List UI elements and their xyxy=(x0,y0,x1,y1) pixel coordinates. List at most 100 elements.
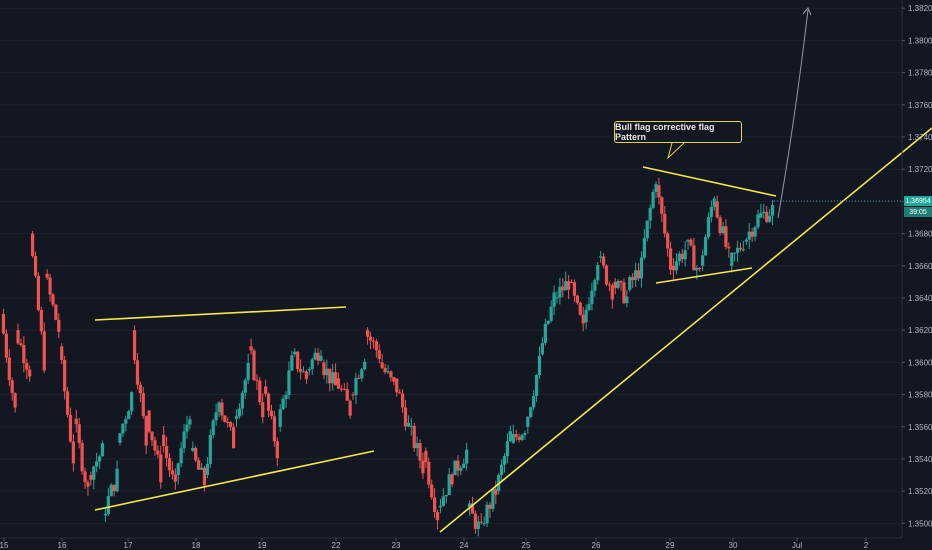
candle-body xyxy=(450,474,454,485)
candle-body xyxy=(593,280,597,291)
pattern-annotation[interactable]: Bull flag corrective flag Pattern xyxy=(614,121,742,143)
candle-body xyxy=(430,484,434,498)
y-tick-label: 1.35400 xyxy=(908,455,932,464)
candle-body xyxy=(299,368,303,372)
candle-body xyxy=(249,346,253,351)
candle-body xyxy=(51,294,55,305)
candle-body xyxy=(651,191,655,208)
candle-body xyxy=(599,256,603,258)
candle-body xyxy=(663,213,667,234)
candle-body xyxy=(770,204,775,216)
candle-body xyxy=(453,460,457,476)
candle-body xyxy=(549,306,553,321)
candle-body xyxy=(95,461,99,467)
candle-body xyxy=(406,422,410,427)
candle-body xyxy=(118,433,122,443)
candle-body xyxy=(703,237,708,256)
candle-body xyxy=(756,214,760,228)
candle-body xyxy=(232,427,236,449)
candle-body xyxy=(686,239,690,242)
candle-body xyxy=(715,201,719,218)
candle-body xyxy=(604,265,609,285)
candle-body xyxy=(482,523,486,525)
y-tick-label: 1.36400 xyxy=(908,294,932,303)
candle-body xyxy=(127,411,131,420)
candle-body xyxy=(374,341,378,351)
candle-body xyxy=(750,231,754,237)
candle-body xyxy=(179,448,183,464)
candle-body xyxy=(537,355,542,376)
candle-body xyxy=(13,393,17,408)
candle-body xyxy=(301,371,306,373)
candle-body xyxy=(555,297,559,299)
candle-body xyxy=(380,362,384,368)
y-tick-label: 1.36800 xyxy=(908,230,932,239)
candle-body xyxy=(520,434,524,440)
arrow-head-icon xyxy=(802,7,812,16)
candle-body xyxy=(322,362,326,376)
candle-body xyxy=(345,389,349,401)
candle-body xyxy=(395,378,399,393)
candle-body xyxy=(587,304,591,310)
candle-body xyxy=(30,233,35,257)
candle-body xyxy=(625,296,629,304)
candle-body xyxy=(418,443,422,461)
candle-body xyxy=(325,368,329,376)
candle-body xyxy=(264,386,268,394)
y-tick-label: 1.38000 xyxy=(908,36,932,45)
candle-body xyxy=(741,249,746,251)
candle-body xyxy=(631,276,635,281)
candle-body xyxy=(368,336,373,341)
candle-body xyxy=(412,425,416,449)
candle-body xyxy=(709,206,713,218)
candle-body xyxy=(727,246,731,249)
candle-body xyxy=(89,475,93,480)
candle-body xyxy=(596,265,600,281)
grid-layer xyxy=(0,7,902,524)
candle-body xyxy=(590,290,594,305)
candle-body xyxy=(403,407,408,427)
candle-body xyxy=(173,474,177,482)
x-tick-label: 16 xyxy=(58,541,67,550)
candle-body xyxy=(438,505,443,508)
candle-body xyxy=(296,351,300,369)
drawings-layer xyxy=(94,7,932,533)
y-tick-label: 1.35800 xyxy=(908,391,932,400)
annotation-text: Bull flag corrective flag Pattern xyxy=(615,122,715,142)
candle-body xyxy=(7,357,11,381)
candle-body xyxy=(36,275,41,310)
candle-body xyxy=(433,497,437,513)
candle-body xyxy=(351,394,355,396)
candle-body xyxy=(569,281,574,283)
candle-body xyxy=(456,460,460,471)
candle-body xyxy=(733,252,737,254)
candle-body xyxy=(712,198,716,207)
candle-body xyxy=(529,407,533,417)
candle-body xyxy=(313,352,317,360)
candle-body xyxy=(467,503,472,508)
candle-body xyxy=(610,285,614,300)
candle-body xyxy=(695,267,699,271)
candle-body xyxy=(71,441,75,464)
candle-body xyxy=(645,220,649,239)
candle-body xyxy=(526,416,530,427)
candle-body xyxy=(575,295,579,303)
candle-body xyxy=(459,467,463,471)
x-tick-label: 26 xyxy=(592,541,601,550)
candle-body xyxy=(45,273,49,278)
candle-body xyxy=(103,513,108,516)
candle-body xyxy=(60,346,64,361)
candle-body xyxy=(392,377,396,382)
candle-body xyxy=(534,375,539,396)
candle-body xyxy=(485,504,489,524)
candle-body xyxy=(319,355,323,361)
candle-body xyxy=(514,434,518,438)
candle-body xyxy=(698,267,702,269)
candle-body xyxy=(648,207,652,221)
candle-body xyxy=(328,368,332,384)
candle-body xyxy=(150,431,154,441)
candle-body xyxy=(668,248,673,270)
candle-body xyxy=(657,185,661,198)
